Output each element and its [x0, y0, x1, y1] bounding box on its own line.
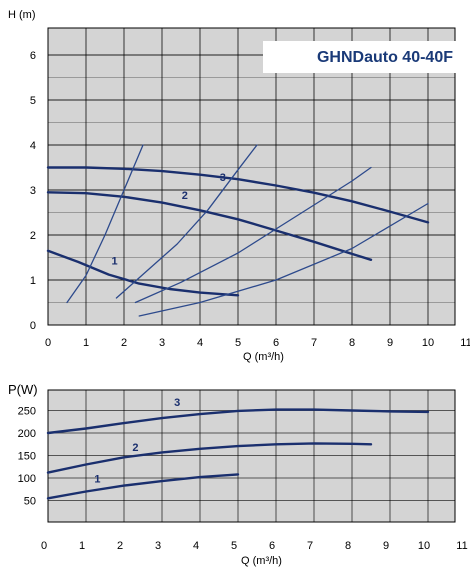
head-x-tick: 1	[83, 337, 89, 349]
head-x-tick: 0	[45, 337, 51, 349]
power-curve-label-3: 3	[174, 397, 180, 409]
head-x-tick: 3	[159, 337, 165, 349]
head-y-tick: 4	[30, 140, 36, 152]
power-x-tick: 1	[79, 540, 85, 552]
power-y-axis-label: P(W)	[8, 382, 38, 397]
head-curve-1	[46, 249, 240, 297]
power-x-tick: 3	[155, 540, 161, 552]
head-x-tick: 9	[387, 337, 393, 349]
head-curve-label-2: 2	[182, 190, 188, 202]
power-x-tick: 9	[383, 540, 389, 552]
power-y-tick: 150	[18, 451, 36, 463]
system-curve-4	[115, 144, 258, 299]
power-x-tick: 10	[418, 540, 430, 552]
power-x-tick: 8	[345, 540, 351, 552]
power-x-tick: 5	[231, 540, 237, 552]
head-x-tick: 8	[349, 337, 355, 349]
head-x-tick: 5	[235, 337, 241, 349]
power-x-tick: 11	[456, 540, 467, 552]
power-x-axis-label: Q (m³/h)	[241, 555, 282, 567]
head-x-tick: 2	[121, 337, 127, 349]
system-curve-5	[134, 166, 372, 304]
power-curve-2	[46, 442, 373, 474]
head-curve-label-3: 3	[220, 172, 226, 184]
power-y-tick: 100	[18, 473, 36, 485]
system-curve-3	[66, 144, 144, 304]
head-y-axis-label: H (m)	[8, 9, 36, 21]
power-x-tick: 0	[41, 540, 47, 552]
head-x-tick: 11	[460, 337, 470, 349]
head-x-tick: 7	[311, 337, 317, 349]
head-x-tick: 10	[422, 337, 434, 349]
head-x-tick: 6	[273, 337, 279, 349]
head-curve-label-1: 1	[111, 255, 117, 267]
head-y-tick: 5	[30, 95, 36, 107]
power-x-tick: 4	[193, 540, 199, 552]
system-curve-6	[138, 202, 429, 317]
head-curve-2	[46, 191, 373, 261]
head-y-tick: 6	[30, 50, 36, 62]
head-x-axis-label: Q (m³/h)	[243, 351, 284, 363]
head-y-tick: 1	[30, 275, 36, 287]
head-y-tick: 0	[30, 320, 36, 332]
title-box	[263, 41, 457, 73]
head-x-tick: 4	[197, 337, 203, 349]
power-y-tick: 200	[18, 428, 36, 440]
chart-title: GHNDauto 40-40F	[317, 49, 453, 66]
power-curve-3	[46, 408, 430, 435]
head-y-tick: 2	[30, 230, 36, 242]
power-curve-label-2: 2	[132, 442, 138, 454]
power-x-tick: 6	[269, 540, 275, 552]
power-curve-1	[46, 473, 240, 500]
power-x-tick: 2	[117, 540, 123, 552]
power-curve-label-1: 1	[94, 474, 100, 486]
power-x-tick: 7	[307, 540, 313, 552]
power-y-tick: 250	[18, 406, 36, 418]
head-y-tick: 3	[30, 185, 36, 197]
power-y-tick: 50	[24, 496, 36, 508]
head-curve-3	[46, 166, 430, 224]
